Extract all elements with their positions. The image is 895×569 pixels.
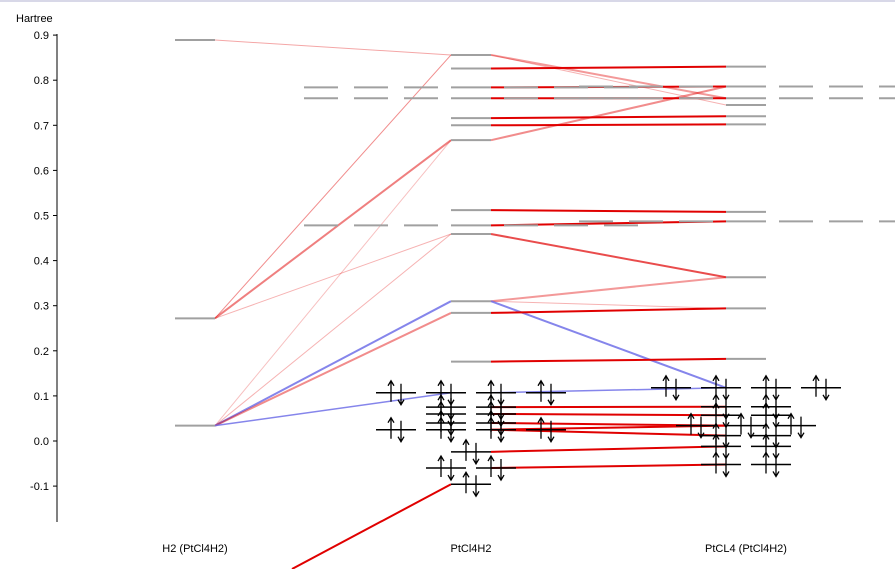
spin-down-arrow-icon (722, 378, 730, 402)
y-axis-unit-label: Hartree (16, 13, 53, 25)
y-tick-label: 0.2 (34, 346, 49, 358)
spin-up-arrow-icon (387, 416, 395, 439)
spin-up-arrow-icon (787, 412, 795, 435)
correlation-line (490, 445, 727, 453)
spin-up-arrow-icon (462, 438, 470, 461)
y-tick-label: 0.6 (34, 165, 49, 177)
correlation-line (214, 233, 452, 427)
column-label-ptcl4h2: PtCl4H2 (451, 543, 492, 555)
spin-up-arrow-icon (737, 412, 745, 435)
y-tick-label: 0.0 (34, 436, 49, 448)
spin-up-arrow-icon (762, 451, 770, 474)
correlation-lines (214, 39, 727, 569)
correlation-line (490, 428, 727, 437)
spin-down-arrow-icon (772, 437, 780, 460)
correlation-line (490, 307, 727, 314)
spin-down-arrow-icon (672, 378, 680, 402)
spin-down-arrow-icon (472, 475, 480, 498)
y-tick-label: 0.7 (34, 120, 49, 132)
y-tick-label: 0.1 (34, 391, 49, 403)
spin-up-arrow-icon (487, 454, 495, 478)
correlation-line (490, 209, 727, 213)
correlation-line (214, 139, 452, 426)
spin-up-arrow-icon (812, 374, 820, 397)
correlation-line (490, 65, 727, 70)
spin-up-arrow-icon (462, 471, 470, 494)
spin-up-arrow-icon (662, 374, 670, 397)
spin-down-arrow-icon (722, 406, 730, 429)
correlation-line (490, 233, 727, 279)
spin-up-arrow-icon (712, 374, 720, 397)
spin-up-arrow-icon (487, 416, 495, 439)
spin-down-arrow-icon (772, 406, 780, 429)
correlation-line (490, 300, 727, 389)
spin-down-arrow-icon (722, 455, 730, 478)
column-label-h2: H2 (PtCl4H2) (162, 543, 227, 555)
spin-up-arrow-icon (437, 416, 445, 439)
correlation-line (490, 54, 727, 106)
spin-down-arrow-icon (772, 378, 780, 402)
spin-down-arrow-icon (547, 383, 555, 407)
correlation-line (490, 463, 727, 470)
spin-down-arrow-icon (697, 416, 705, 439)
correlation-line (214, 139, 452, 320)
correlation-line (214, 312, 452, 427)
correlation-line (214, 300, 452, 427)
y-tick-label: 0.9 (34, 30, 49, 42)
column-label-ptcl4: PtCL4 (PtCl4H2) (705, 543, 787, 555)
spin-up-arrow-icon (387, 379, 395, 402)
spin-up-arrow-icon (537, 379, 545, 402)
energy-axis: Hartree 0.9 0.8 0.7 0.6 0.5 0.4 0.3 0.2 0.1 0.0 -0… (16, 13, 58, 522)
spin-up-arrow-icon (687, 412, 695, 435)
correlation-line (490, 387, 727, 394)
correlation-line (490, 85, 727, 142)
correlation-line (490, 53, 727, 100)
spin-up-arrow-icon (762, 402, 770, 425)
correlation-line (490, 123, 727, 127)
spin-down-arrow-icon (472, 442, 480, 466)
spin-down-arrow-icon (497, 459, 505, 482)
y-tick-label: 0.5 (34, 211, 49, 223)
spin-down-arrow-icon (397, 420, 405, 443)
correlation-line (490, 115, 727, 120)
spin-down-arrow-icon (397, 383, 405, 407)
correlation-line (490, 276, 727, 303)
y-tick-label: 0.4 (34, 256, 49, 268)
spin-up-arrow-icon (712, 451, 720, 474)
spin-down-arrow-icon (822, 378, 830, 402)
spin-up-arrow-icon (712, 402, 720, 425)
spin-down-arrow-icon (772, 455, 780, 478)
spin-up-arrow-icon (437, 454, 445, 478)
y-tick-label: -0.1 (30, 481, 49, 493)
correlation-line (291, 483, 452, 569)
spin-down-arrow-icon (447, 420, 455, 443)
correlation-line (490, 300, 727, 309)
window-top-border (0, 0, 895, 2)
energy-levels (175, 39, 895, 498)
correlation-line (214, 233, 452, 319)
spin-up-arrow-icon (762, 374, 770, 397)
spin-down-arrow-icon (722, 437, 730, 460)
correlation-line (490, 357, 727, 363)
correlation-line (214, 54, 452, 319)
correlation-line (214, 39, 452, 56)
spin-down-arrow-icon (797, 416, 805, 439)
correlation-line (214, 392, 452, 427)
spin-up-arrow-icon (537, 416, 545, 439)
y-tick-label: 0.8 (34, 75, 49, 87)
y-tick-label: 0.3 (34, 301, 49, 313)
spin-down-arrow-icon (447, 459, 455, 482)
spin-down-arrow-icon (547, 420, 555, 443)
column-labels: H2 (PtCl4H2) PtCl4H2 PtCL4 (PtCl4H2) (162, 543, 787, 555)
correlation-line (490, 412, 727, 417)
spin-down-arrow-icon (747, 416, 755, 439)
spin-down-arrow-icon (497, 420, 505, 443)
